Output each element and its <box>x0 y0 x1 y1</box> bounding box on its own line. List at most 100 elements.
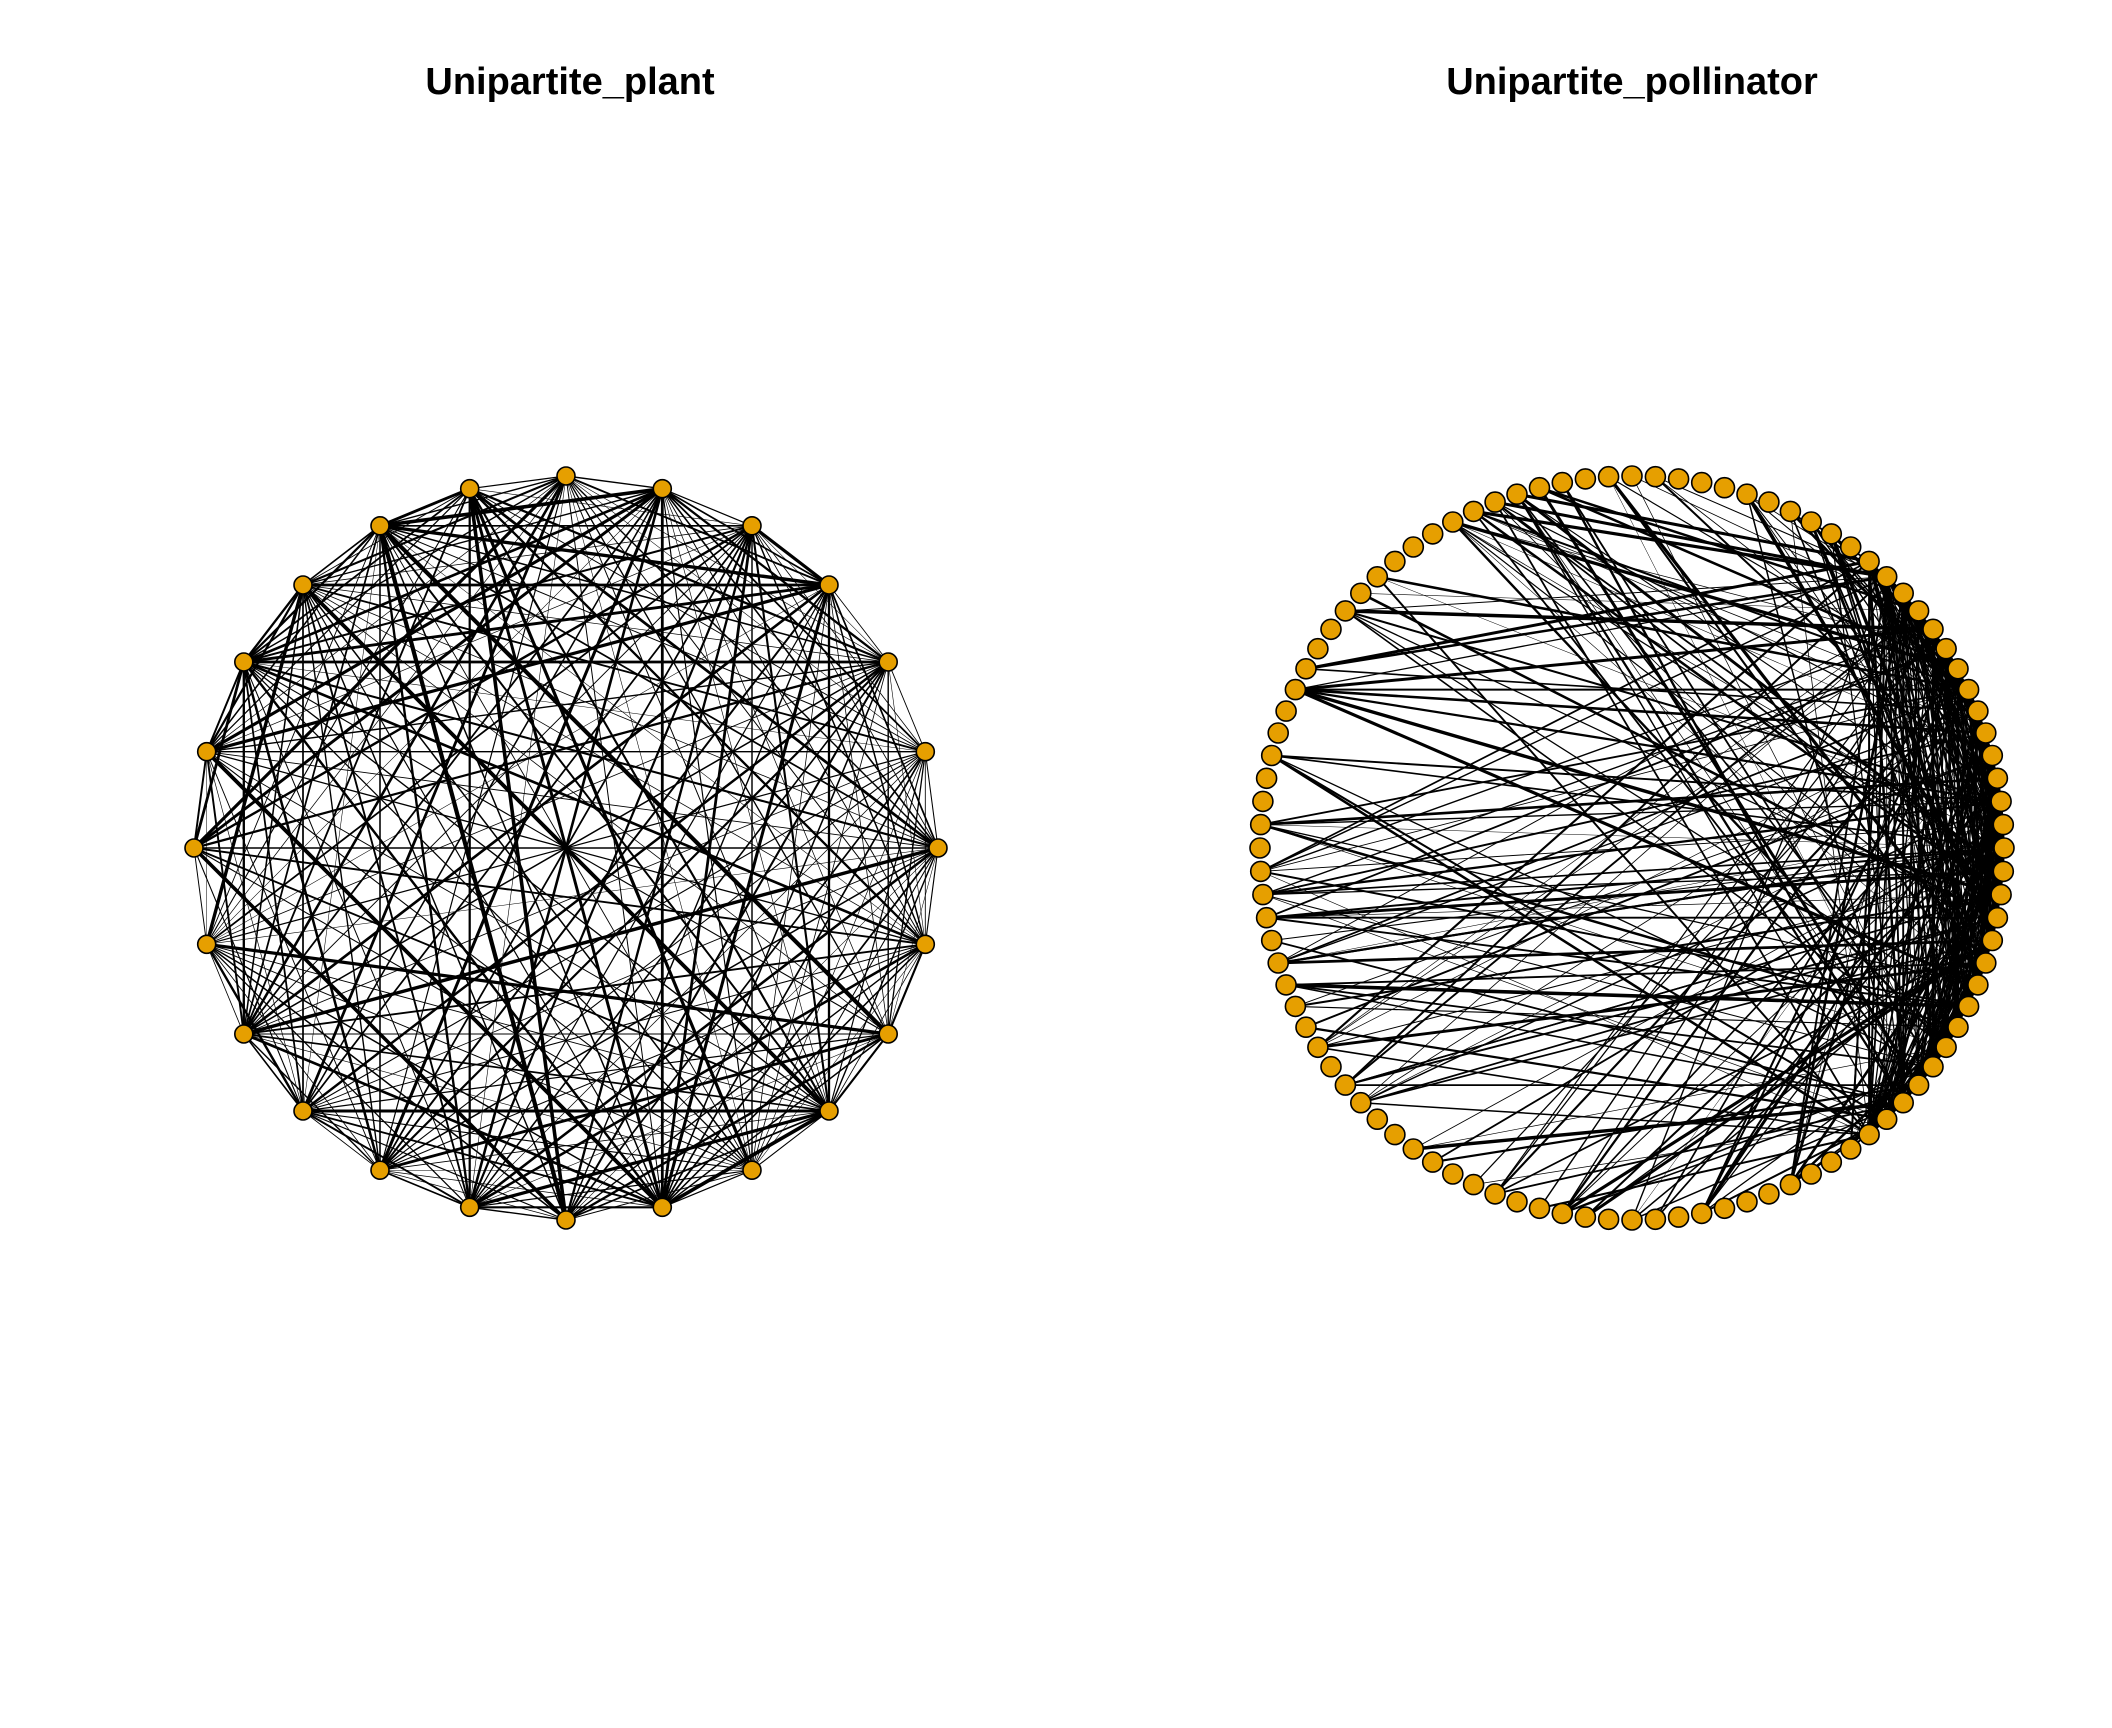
network-node <box>1597 465 1620 488</box>
network-edge <box>887 661 926 753</box>
network-edge <box>1294 893 2003 1008</box>
network-node <box>1260 744 1283 767</box>
network-edge <box>379 525 926 753</box>
network-node <box>1736 1191 1758 1213</box>
network-edge <box>565 475 830 1112</box>
network-node <box>1990 790 2012 813</box>
network-node <box>1758 491 1780 513</box>
network-edge <box>206 751 926 945</box>
network-node <box>184 838 204 858</box>
network-edge <box>205 943 305 1113</box>
network-node <box>1839 536 1862 558</box>
network-edge <box>565 750 927 1221</box>
network-edge <box>1538 628 1934 1210</box>
network-node <box>1320 1055 1342 1078</box>
network-node <box>1402 1138 1425 1160</box>
network-edge <box>1561 754 1994 1215</box>
network-edge <box>1344 916 1999 1087</box>
network-edge <box>193 750 208 849</box>
network-edge <box>1344 893 2002 1086</box>
network-node <box>1820 523 1843 545</box>
network-node <box>915 741 936 762</box>
network-node <box>1947 1016 1969 1038</box>
network-node <box>1800 1163 1822 1185</box>
network-edge <box>564 1032 890 1222</box>
network-edge <box>242 487 664 1035</box>
network-edge <box>379 525 926 945</box>
network-edge <box>243 751 926 1035</box>
network-edge <box>302 847 939 1112</box>
network-node <box>234 1024 254 1044</box>
plant-network-nodes <box>184 466 948 1230</box>
network-node <box>1907 600 1930 622</box>
network-edge <box>1538 486 1960 671</box>
network-node <box>1350 1091 1372 1114</box>
network-edge <box>193 847 208 945</box>
network-node <box>370 515 390 536</box>
network-edge <box>1262 847 2005 896</box>
network-node <box>1667 468 1690 490</box>
network-edge <box>302 524 381 586</box>
network-edge <box>1494 688 1970 1195</box>
network-edge <box>1830 533 1970 1008</box>
network-edge <box>1294 1005 1959 1028</box>
network-edge <box>1260 824 2005 849</box>
network-edge <box>379 1110 830 1171</box>
network-edge <box>1700 754 1994 1215</box>
network-edge <box>242 660 664 1209</box>
network-edge <box>1344 609 2003 803</box>
network-node <box>1295 1016 1317 1038</box>
network-node <box>1779 500 1802 523</box>
network-edge <box>206 661 889 753</box>
network-node <box>1551 471 1574 494</box>
network-edge <box>1902 592 2004 872</box>
network-edge <box>206 661 889 945</box>
network-edge <box>1471 509 1889 579</box>
network-edge <box>661 488 889 1035</box>
network-node <box>1252 790 1274 813</box>
network-edge <box>828 584 927 946</box>
network-edge <box>468 1109 831 1209</box>
network-node <box>1484 491 1506 513</box>
network-edge <box>1317 1046 1870 1136</box>
network-edge <box>206 475 567 753</box>
network-node <box>878 1024 899 1044</box>
network-node <box>1528 476 1551 499</box>
network-edge <box>378 1032 890 1172</box>
network-edge <box>205 525 381 753</box>
network-edge <box>661 847 939 1209</box>
network-edge <box>1304 1026 1888 1121</box>
network-edge <box>1277 688 1970 964</box>
network-edge <box>1259 870 1970 1008</box>
network-edge <box>661 1033 889 1209</box>
network-node <box>1307 1036 1329 1059</box>
pollinator-network-panel: Unipartite_pollinator <box>1249 61 2015 1231</box>
network-node <box>1992 860 2015 883</box>
network-edge <box>1359 939 1994 1104</box>
network-node <box>1307 637 1329 660</box>
network-edge <box>1538 1133 1871 1210</box>
network-edge <box>1494 501 2002 895</box>
network-node <box>1597 1208 1620 1231</box>
network-node <box>742 1160 762 1180</box>
network-edge <box>1431 1083 1920 1164</box>
network-node <box>1820 1151 1843 1173</box>
network-node <box>556 466 576 486</box>
network-node <box>1249 837 1271 859</box>
network-edge <box>828 847 939 1112</box>
network-node <box>1252 883 1274 906</box>
network-node <box>1644 1208 1667 1231</box>
network-node <box>1295 657 1317 680</box>
network-edge <box>1259 776 1999 826</box>
network-node <box>1621 1209 1643 1231</box>
network-edge <box>1270 754 2003 803</box>
network-edge <box>205 661 245 753</box>
network-edge <box>302 584 926 945</box>
network-edge <box>467 486 568 1222</box>
network-node <box>1255 767 1278 790</box>
network-node <box>1875 1108 1898 1130</box>
network-node <box>819 575 839 595</box>
network-edge <box>660 524 754 1209</box>
network-edge <box>1277 610 1920 964</box>
network-edge <box>1284 983 1971 1009</box>
